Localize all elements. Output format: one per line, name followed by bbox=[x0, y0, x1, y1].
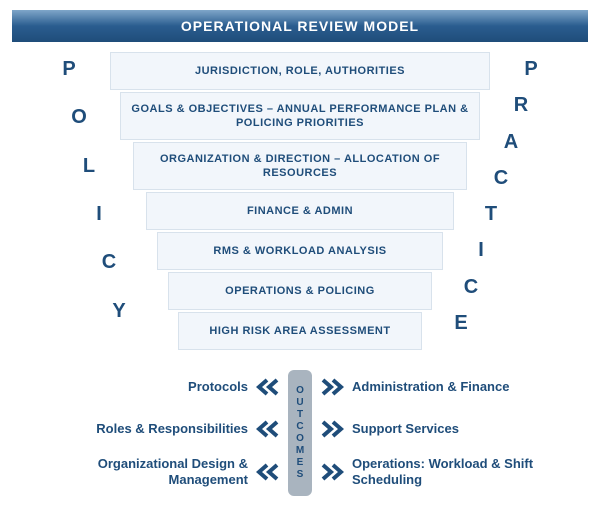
outcome-item: Administration & Finance bbox=[320, 378, 580, 396]
side-letter: A bbox=[500, 131, 522, 154]
outcome-label: Protocols bbox=[188, 379, 248, 395]
chevron-right-icon bbox=[320, 463, 344, 481]
side-letter: C bbox=[98, 251, 120, 274]
funnel-row: JURISDICTION, ROLE, AUTHORITIES bbox=[110, 52, 490, 90]
header-title: OPERATIONAL REVIEW MODEL bbox=[181, 18, 419, 34]
funnel-row: ORGANIZATION & DIRECTION – ALLOCATION OF… bbox=[133, 142, 467, 190]
funnel-diagram: JURISDICTION, ROLE, AUTHORITIESGOALS & O… bbox=[100, 52, 500, 352]
outcomes-letter: O bbox=[296, 385, 304, 397]
side-letter: L bbox=[78, 155, 100, 178]
side-letter: P bbox=[58, 58, 80, 81]
outcome-label: Support Services bbox=[352, 421, 459, 437]
outcome-label: Administration & Finance bbox=[352, 379, 509, 395]
chevron-right-icon bbox=[320, 420, 344, 438]
outcome-label: Roles & Responsibilities bbox=[96, 421, 248, 437]
outcome-item: Support Services bbox=[320, 420, 580, 438]
side-letter: R bbox=[510, 94, 532, 117]
side-letter: C bbox=[490, 167, 512, 190]
outcome-item: Organizational Design & Management bbox=[40, 456, 280, 487]
funnel-row: RMS & WORKLOAD ANALYSIS bbox=[157, 232, 443, 270]
side-letter: I bbox=[470, 239, 492, 262]
outcomes-box: OUTCOMES bbox=[288, 370, 312, 496]
side-letter: Y bbox=[108, 300, 130, 323]
outcome-label: Organizational Design & Management bbox=[68, 456, 248, 487]
chevron-left-icon bbox=[256, 378, 280, 396]
outcomes-letter: O bbox=[296, 433, 304, 445]
side-letter: O bbox=[68, 106, 90, 129]
outcome-item: Operations: Workload & Shift Scheduling bbox=[320, 456, 580, 487]
header-bar: OPERATIONAL REVIEW MODEL bbox=[12, 10, 588, 42]
outcomes-letter: U bbox=[296, 397, 303, 409]
outcome-item: Protocols bbox=[40, 378, 280, 396]
funnel-row: OPERATIONS & POLICING bbox=[168, 272, 432, 310]
outcomes-letter: C bbox=[296, 421, 303, 433]
outcomes-letter: T bbox=[297, 409, 303, 421]
outcome-label: Operations: Workload & Shift Scheduling bbox=[352, 456, 552, 487]
outcomes-letter: S bbox=[297, 469, 304, 481]
outcomes-letter: M bbox=[296, 445, 304, 457]
chevron-left-icon bbox=[256, 420, 280, 438]
funnel-row: HIGH RISK AREA ASSESSMENT bbox=[178, 312, 422, 350]
side-letter: I bbox=[88, 203, 110, 226]
funnel-row: FINANCE & ADMIN bbox=[146, 192, 454, 230]
funnel-row: GOALS & OBJECTIVES – ANNUAL PERFORMANCE … bbox=[120, 92, 480, 140]
chevron-right-icon bbox=[320, 378, 344, 396]
chevron-left-icon bbox=[256, 463, 280, 481]
side-letter: C bbox=[460, 276, 482, 299]
side-letter: T bbox=[480, 203, 502, 226]
outcome-item: Roles & Responsibilities bbox=[40, 420, 280, 438]
side-letter: E bbox=[450, 312, 472, 335]
outcomes-letter: E bbox=[297, 457, 304, 469]
side-letter: P bbox=[520, 58, 542, 81]
